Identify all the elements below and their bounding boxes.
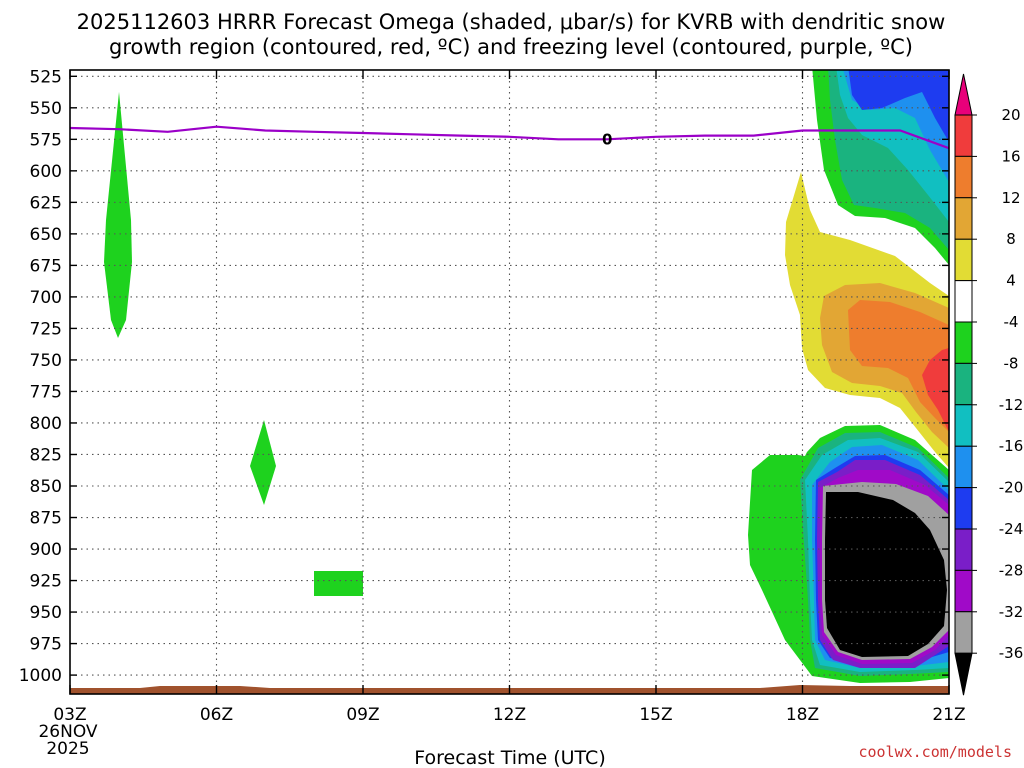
y-tick-label-725: 725 xyxy=(30,319,62,339)
colorbar-swatch-12 xyxy=(954,569,973,613)
colorbar-tick-label--20: -20 xyxy=(999,479,1024,497)
y-tick-label-925: 925 xyxy=(30,572,62,592)
colorbar-tick-label-4: 4 xyxy=(1006,272,1016,290)
omega-area-blue-upper xyxy=(848,70,949,142)
freezing-level-contour xyxy=(70,125,949,150)
freezing-level-label: 0 xyxy=(602,130,612,148)
colorbar-swatch-13 xyxy=(954,611,973,654)
colorbar-swatch-6 xyxy=(954,321,973,364)
y-tick-label-875: 875 xyxy=(30,509,62,529)
chart-title-line-2: growth region (contoured, red, ºC) and f… xyxy=(109,35,913,59)
y-tick-label-800: 800 xyxy=(30,414,62,434)
colorbar-swatch-2 xyxy=(954,155,973,199)
x-axis: 03Z 06Z 09Z 12Z 15Z 18Z 21Z xyxy=(53,70,966,725)
y-tick-label-625: 625 xyxy=(30,193,62,213)
omega-area-red-mid xyxy=(922,348,949,432)
colorbar-tick-label--16: -16 xyxy=(999,437,1024,455)
colorbar-swatch-0 xyxy=(954,73,973,116)
colorbar-tick-label--32: -32 xyxy=(999,603,1024,621)
y-tick-label-675: 675 xyxy=(30,256,62,276)
colorbar-swatch-1 xyxy=(954,114,973,157)
y-tick-label-525: 525 xyxy=(30,67,62,87)
colorbar: 20 16 12 8 4 -4 -8 -12 -16 -20 -24 -28 -32 -36 xyxy=(954,73,1024,696)
y-tick-label-825: 825 xyxy=(30,445,62,465)
colorbar-tick-label--24: -24 xyxy=(999,520,1024,538)
omega-area-green-diamond-07z xyxy=(250,420,276,505)
colorbar-swatch-3 xyxy=(954,197,973,240)
colorbar-swatch-11 xyxy=(954,528,973,571)
x-tick-label-18Z: 18Z xyxy=(786,705,819,725)
y-tick-label-750: 750 xyxy=(30,351,62,371)
watermark: coolwx.com/models xyxy=(858,743,1012,761)
colorbar-tick-label--28: -28 xyxy=(999,561,1024,579)
colorbar-swatch-10 xyxy=(954,487,973,530)
y-tick-label-975: 975 xyxy=(30,635,62,655)
x-tick-label-12Z: 12Z xyxy=(493,705,526,725)
x-tick-label-09Z: 09Z xyxy=(346,705,379,725)
colorbar-swatch-5 xyxy=(954,280,973,323)
omega-area-green-block-08z xyxy=(314,571,363,596)
omega-area-orange-mid xyxy=(848,300,949,432)
x-tick-label-15Z: 15Z xyxy=(639,705,672,725)
colorbar-tick-label-20: 20 xyxy=(1001,106,1020,124)
colorbar-tick-label--36: -36 xyxy=(999,644,1024,662)
colorbar-tick-label-8: 8 xyxy=(1006,230,1016,248)
colorbar-swatch-4 xyxy=(954,238,973,282)
colorbar-tick-label--8: -8 xyxy=(1004,354,1019,372)
y-tick-label-775: 775 xyxy=(30,382,62,402)
y-tick-label-650: 650 xyxy=(30,225,62,245)
y-tick-label-550: 550 xyxy=(30,99,62,119)
colorbar-swatch-8 xyxy=(954,404,973,447)
omega-area-black-lower xyxy=(825,492,947,657)
colorbar-tick-label-12: 12 xyxy=(1001,189,1020,207)
y-tick-label-900: 900 xyxy=(30,540,62,560)
colorbar-tick-label--12: -12 xyxy=(999,396,1024,414)
y-tick-label-600: 600 xyxy=(30,162,62,182)
y-tick-label-850: 850 xyxy=(30,477,62,497)
y-tick-label-950: 950 xyxy=(30,603,62,623)
y-tick-label-700: 700 xyxy=(30,288,62,308)
x-date-label-year: 2025 xyxy=(46,739,89,759)
y-axis: 525 550 575 600 625 650 675 700 725 750 775 800 825 8… xyxy=(19,67,949,686)
x-date-label-day: 26NOV xyxy=(38,722,97,742)
chart-title-line-1: 2025112603 HRRR Forecast Omega (shaded, … xyxy=(77,10,946,34)
x-tick-label-21Z: 21Z xyxy=(932,705,965,725)
colorbar-tick-label--4: -4 xyxy=(1004,313,1019,331)
omega-area-green-spike-04z xyxy=(104,92,132,338)
colorbar-swatch-14 xyxy=(954,652,973,696)
x-axis-title: Forecast Time (UTC) xyxy=(414,747,605,768)
colorbar-swatch-7 xyxy=(954,362,973,406)
x-tick-label-03Z: 03Z xyxy=(53,705,86,725)
y-tick-label-1000: 1000 xyxy=(19,666,62,686)
colorbar-swatch-9 xyxy=(954,445,973,489)
plot-area: 0 xyxy=(70,70,949,694)
colorbar-tick-label-16: 16 xyxy=(1001,147,1020,165)
x-tick-label-06Z: 06Z xyxy=(200,705,233,725)
y-tick-label-575: 575 xyxy=(30,130,62,150)
